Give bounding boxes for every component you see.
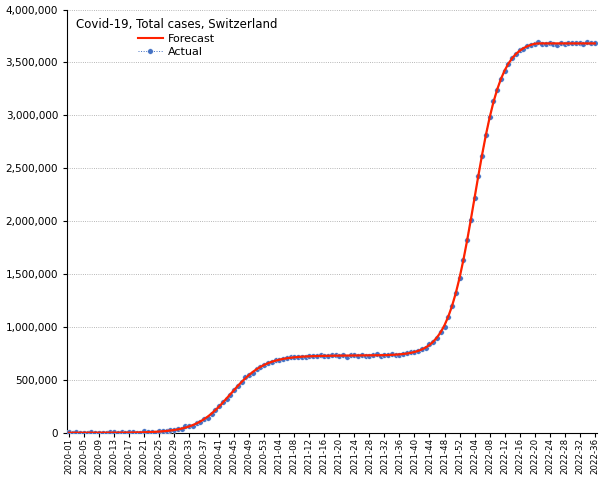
Legend: Forecast, Actual: Forecast, Actual bbox=[73, 15, 281, 60]
